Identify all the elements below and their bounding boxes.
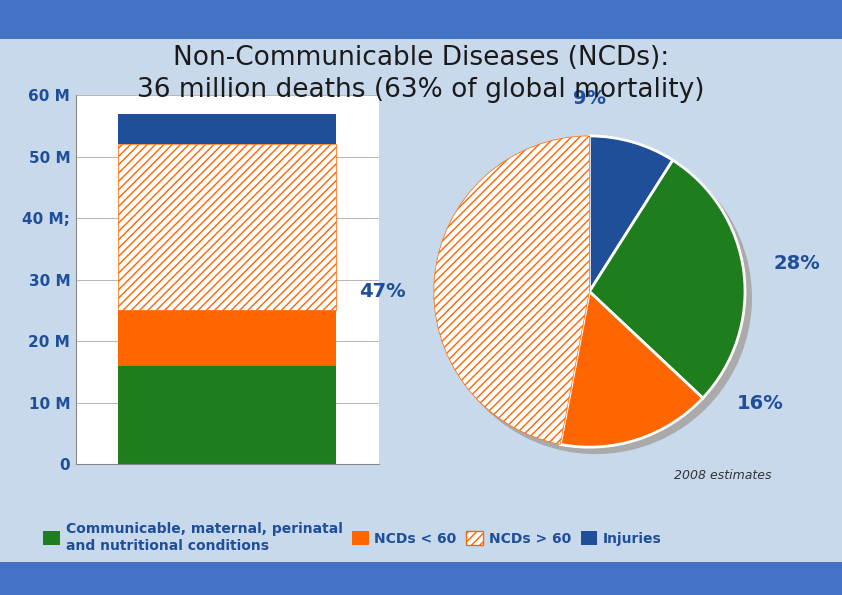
Bar (118, 145, 337, 311)
Text: 47%: 47% (360, 282, 406, 301)
Circle shape (440, 142, 751, 453)
Text: Non-Communicable Diseases (NCDs):
36 million deaths (63% of global mortality): Non-Communicable Diseases (NCDs): 36 mil… (137, 45, 705, 102)
Wedge shape (560, 292, 703, 447)
Text: 9%: 9% (573, 89, 606, 108)
Bar (118, 114, 337, 145)
Text: 28%: 28% (773, 254, 820, 273)
Legend: Communicable, maternal, perinatal
and nutritional conditions, NCDs < 60, NCDs > : Communicable, maternal, perinatal and nu… (40, 519, 664, 555)
Bar (118, 366, 337, 464)
Text: 2008 estimates: 2008 estimates (674, 469, 771, 482)
Wedge shape (589, 160, 745, 398)
Bar (118, 311, 337, 366)
Wedge shape (589, 136, 673, 292)
Text: 16%: 16% (738, 394, 784, 413)
Wedge shape (434, 136, 589, 444)
